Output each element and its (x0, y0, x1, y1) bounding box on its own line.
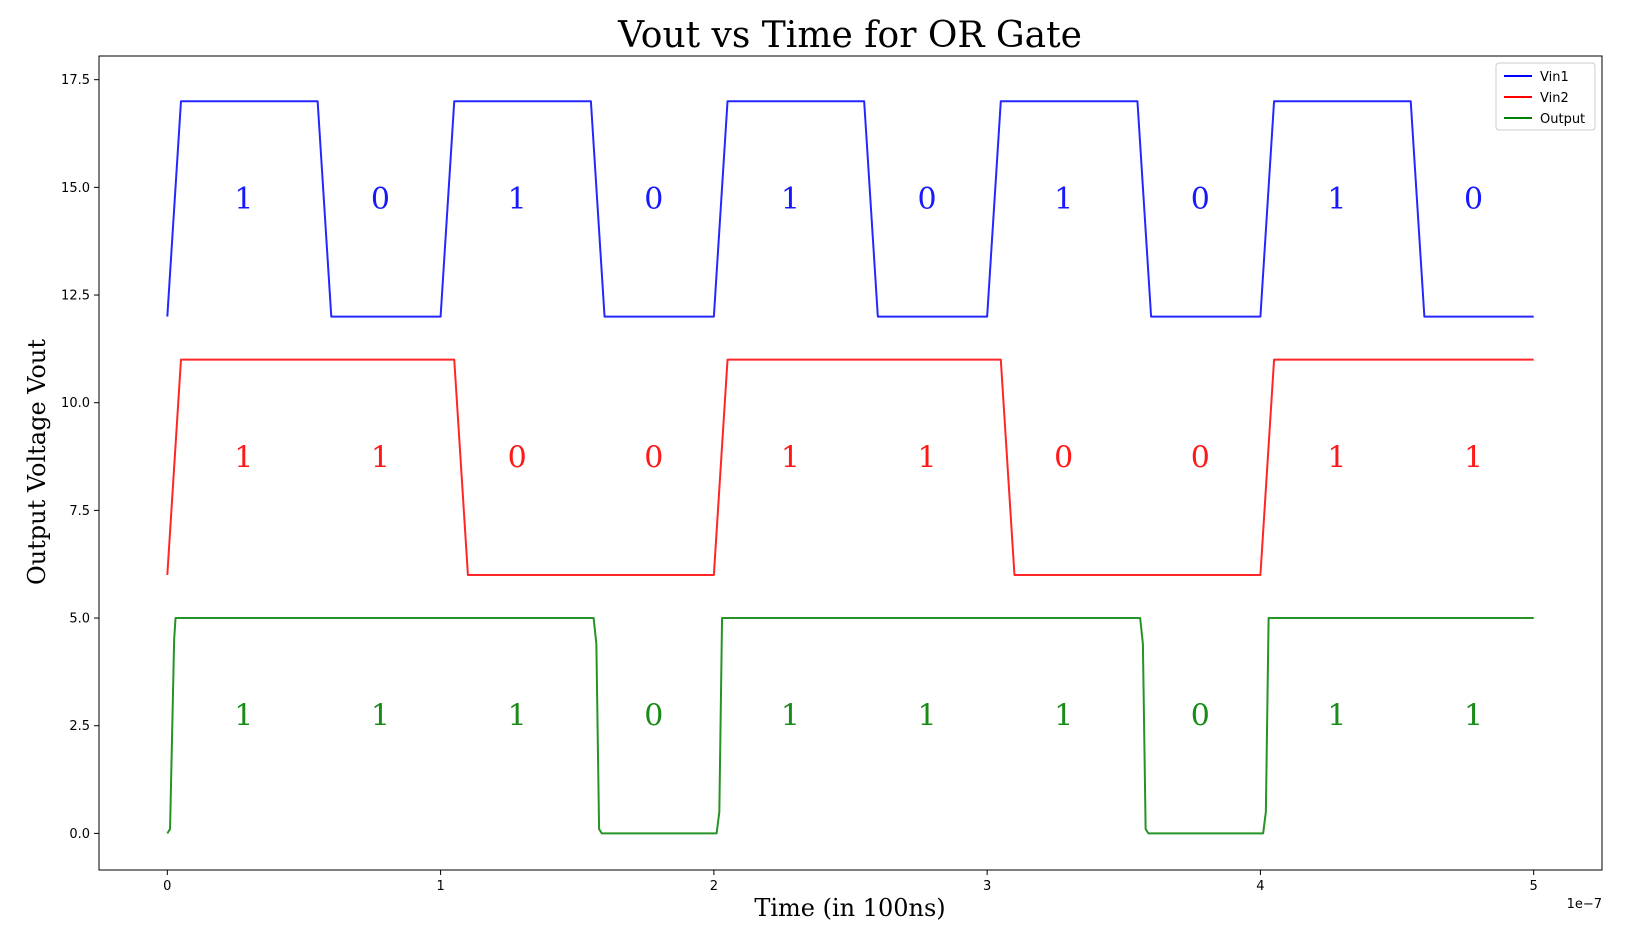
bit-label-output: 1 (1464, 699, 1483, 734)
bit-label-vin2: 1 (1464, 440, 1483, 475)
bit-label-output: 1 (1054, 699, 1073, 734)
bit-label-vin1: 1 (508, 182, 527, 217)
y-tick-label: 12.5 (61, 289, 90, 304)
x-tick-label: 3 (983, 879, 991, 894)
legend-box (1495, 62, 1596, 131)
legend-label-vin1: Vin1 (1540, 70, 1569, 85)
legend-label-vin2: Vin2 (1540, 91, 1569, 106)
bit-label-vin1: 1 (1327, 182, 1346, 217)
y-axis-label: Output Voltage Vout (23, 339, 51, 585)
x-tick-label: 5 (1530, 879, 1538, 894)
bit-label-vin1: 0 (644, 182, 663, 217)
bit-label-vin1: 1 (1054, 182, 1073, 217)
bit-label-output: 0 (1191, 699, 1210, 734)
bit-label-output: 0 (644, 699, 663, 734)
x-tick-label: 1 (436, 879, 444, 894)
bit-label-output: 1 (781, 699, 800, 734)
bit-label-output: 1 (371, 699, 390, 734)
bit-label-vin1: 0 (371, 182, 390, 217)
bit-label-vin1: 0 (1191, 182, 1210, 217)
bit-label-vin1: 1 (781, 182, 800, 217)
plot-area (166, 100, 1534, 835)
x-tick-label: 4 (1256, 879, 1264, 894)
x-tick-label: 0 (163, 879, 171, 894)
bit-label-vin2: 1 (781, 440, 800, 475)
series-line-vin2 (166, 358, 1534, 576)
series-line-output (166, 617, 1534, 835)
bit-label-output: 1 (508, 699, 527, 734)
x-axis-label: Time (in 100ns) (754, 894, 945, 922)
bit-label-output: 1 (234, 699, 253, 734)
bit-label-vin1: 1 (234, 182, 253, 217)
x-tick-label: 2 (710, 879, 718, 894)
series-line-vin1 (166, 100, 1534, 318)
axes: 0 1 2 3 4 5 0.0 2.5 5.0 7.5 10.0 12.5 15.0 17.5 (61, 55, 1603, 894)
bit-label-vin2: 1 (371, 440, 390, 475)
y-tick-label: 17.5 (61, 73, 90, 88)
bit-label-vin2: 0 (644, 440, 663, 475)
legend: Vin1 Vin2 Output (1495, 62, 1596, 131)
bit-label-output: 1 (917, 699, 936, 734)
bit-label-vin2: 1 (234, 440, 253, 475)
y-tick-label: 7.5 (69, 504, 90, 519)
bit-label-output: 1 (1327, 699, 1346, 734)
bit-label-vin1: 0 (1464, 182, 1483, 217)
chart-title: Vout vs Time for OR Gate (617, 15, 1082, 56)
plot-frame (98, 55, 1603, 871)
y-tick-label: 5.0 (69, 612, 90, 627)
bit-label-vin2: 1 (917, 440, 936, 475)
bit-label-vin2: 0 (1054, 440, 1073, 475)
legend-label-output: Output (1540, 112, 1585, 127)
bit-annotations: 1 0 1 0 1 0 1 0 1 0 1 1 0 0 1 1 0 0 1 1 1 1 1 0 1 1 1 0 1 1 (234, 182, 1483, 734)
y-tick-label: 10.0 (61, 396, 90, 411)
y-tick-label: 0.0 (69, 827, 90, 842)
bit-label-vin2: 0 (508, 440, 527, 475)
bit-label-vin1: 0 (917, 182, 936, 217)
x-axis-offset-label: 1e−7 (1567, 897, 1602, 912)
y-tick-label: 2.5 (69, 719, 90, 734)
bit-label-vin2: 1 (1327, 440, 1346, 475)
y-tick-label: 15.0 (61, 181, 90, 196)
bit-label-vin2: 0 (1191, 440, 1210, 475)
